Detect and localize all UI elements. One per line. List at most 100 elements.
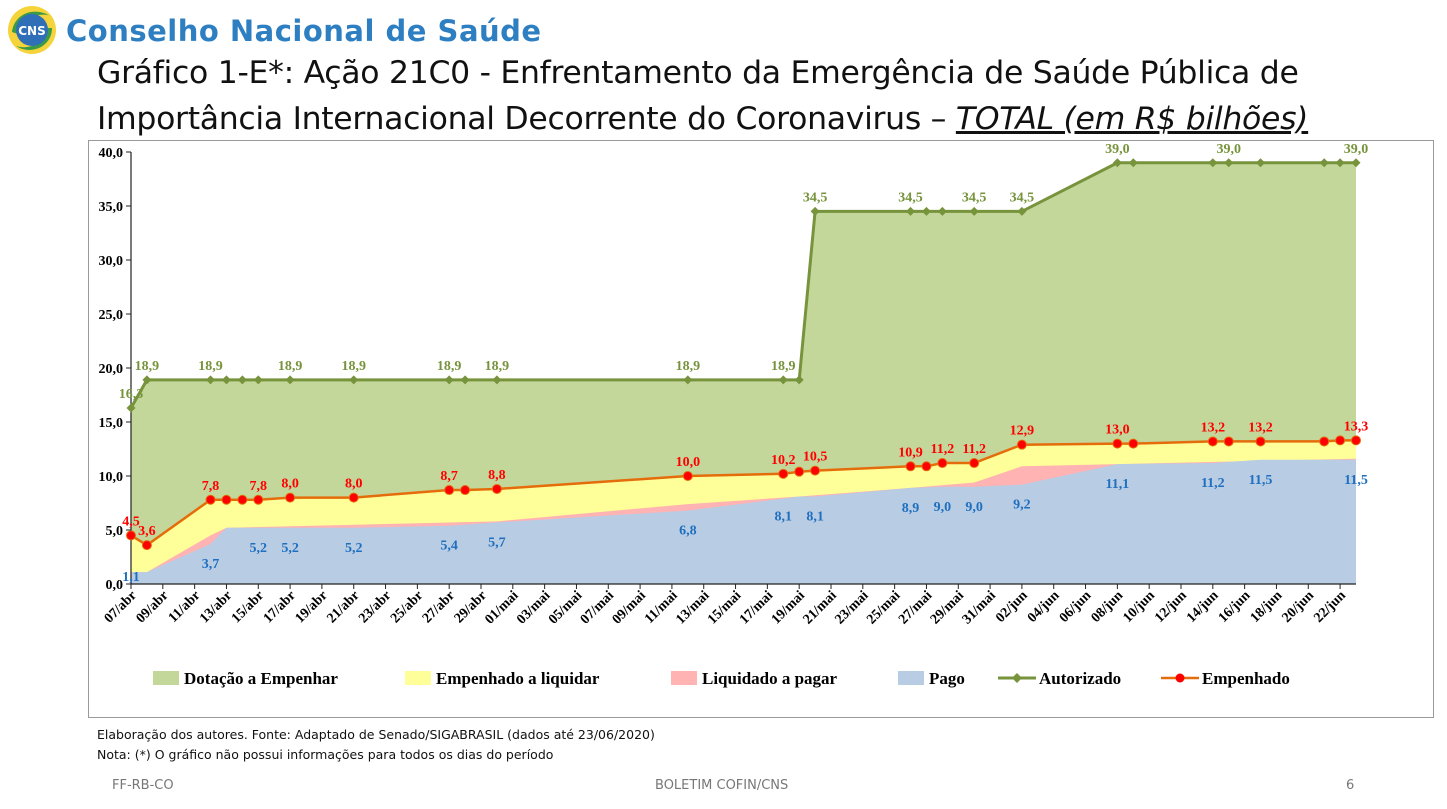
point-autorizado (1017, 206, 1027, 216)
label-empenhado: 13,0 (1105, 423, 1130, 438)
x-tick-label: 16/jun (1216, 588, 1254, 626)
x-tick-label: 08/jun (1089, 588, 1127, 626)
label-empenhado: 8,0 (345, 477, 363, 492)
x-tick-label: 09/abr (134, 588, 172, 626)
point-empenhado (810, 465, 821, 476)
label-empenhado: 8,7 (440, 469, 458, 484)
x-tick-label: 01/mai (482, 588, 521, 627)
label-empenhado: 3,6 (138, 524, 156, 539)
point-empenhado (1112, 438, 1123, 449)
x-tick-label: 29/abr (452, 588, 490, 626)
legend-marker (1012, 673, 1022, 683)
label-pago: 8,1 (806, 510, 824, 525)
title-main: Gráfico 1-E*: Ação 21C0 - Enfrentamento … (97, 55, 1299, 137)
x-tick-label: 02/jun (993, 588, 1031, 626)
y-tick-label: 35,0 (99, 200, 124, 215)
label-empenhado: 7,8 (202, 479, 220, 494)
page-number: 6 (1346, 778, 1355, 793)
page-title: Gráfico 1-E*: Ação 21C0 - Enfrentamento … (97, 50, 1427, 142)
x-tick-label: 07/mai (578, 588, 617, 627)
point-empenhado (253, 494, 264, 505)
label-autorizado: 34,5 (962, 190, 987, 205)
label-empenhado: 10,9 (898, 445, 923, 460)
x-tick-label: 04/jun (1025, 588, 1063, 626)
label-pago: 3,7 (202, 557, 220, 572)
point-empenhado (348, 492, 359, 503)
y-tick-label: 0,0 (106, 578, 124, 593)
x-tick-label: 03/mai (514, 588, 553, 627)
point-empenhado (1319, 436, 1330, 447)
x-tick-label: 29/mai (928, 588, 967, 627)
label-autorizado: 18,9 (485, 359, 510, 374)
y-tick-label: 20,0 (99, 362, 124, 377)
label-pago: 5,2 (281, 541, 299, 556)
point-empenhado (237, 494, 248, 505)
label-pago: 5,4 (440, 539, 458, 554)
label-pago: 8,1 (775, 510, 793, 525)
label-autorizado: 39,0 (1344, 142, 1369, 157)
point-autorizado (969, 206, 979, 216)
x-tick-label: 27/mai (896, 588, 935, 627)
y-tick-label: 30,0 (99, 254, 124, 269)
label-empenhado: 13,2 (1248, 420, 1273, 435)
label-pago: 1,1 (122, 570, 140, 585)
point-empenhado (1335, 435, 1346, 446)
point-empenhado (444, 485, 455, 496)
point-autorizado (237, 375, 247, 385)
point-empenhado (1223, 436, 1234, 447)
legend-label: Autorizado (1039, 669, 1121, 688)
title-highlight: TOTAL (em R$ bilhões) (955, 101, 1309, 137)
point-autorizado (285, 375, 295, 385)
label-pago: 5,7 (488, 535, 506, 550)
point-autorizado (906, 206, 916, 216)
point-autorizado (937, 206, 947, 216)
label-empenhado: 10,5 (803, 450, 828, 465)
x-tick-label: 17/mai (737, 588, 776, 627)
x-tick-label: 27/abr (420, 588, 458, 626)
label-pago: 11,5 (1344, 473, 1368, 488)
point-empenhado (491, 483, 502, 494)
point-autorizado (1112, 158, 1122, 168)
point-empenhado (126, 530, 136, 541)
point-autorizado (1319, 158, 1329, 168)
label-autorizado: 39,0 (1216, 142, 1241, 157)
x-tick-label: 15/abr (229, 588, 267, 626)
point-empenhado (921, 461, 932, 472)
point-autorizado (221, 375, 231, 385)
point-empenhado (778, 468, 789, 479)
label-pago: 9,0 (934, 500, 952, 515)
x-tick-label: 25/abr (388, 588, 426, 626)
label-autorizado: 18,9 (437, 359, 462, 374)
logo-text: CNS (18, 24, 46, 38)
source-note: Elaboração dos autores. Fonte: Adaptado … (97, 727, 655, 742)
x-tick-label: 11/abr (166, 588, 204, 626)
point-empenhado (1128, 438, 1139, 449)
label-empenhado: 8,0 (281, 477, 299, 492)
label-empenhado: 11,2 (930, 442, 954, 457)
x-tick-label: 11/mai (642, 588, 681, 627)
point-empenhado (937, 458, 948, 469)
legend-marker (1175, 673, 1185, 683)
label-empenhado: 10,2 (771, 453, 796, 468)
y-tick-label: 5,0 (106, 524, 124, 539)
point-autorizado (1128, 158, 1138, 168)
label-empenhado: 13,2 (1201, 420, 1226, 435)
point-autorizado (683, 375, 693, 385)
point-empenhado (1016, 439, 1027, 450)
point-empenhado (905, 461, 916, 472)
point-empenhado (1351, 435, 1361, 446)
chart-frame (88, 140, 1434, 718)
legend-swatch (671, 671, 697, 685)
legend-label: Liquidado a pagar (702, 669, 838, 688)
label-empenhado: 11,2 (962, 442, 986, 457)
x-tick-label: 13/mai (673, 588, 712, 627)
x-tick-label: 06/jun (1057, 588, 1095, 626)
point-autorizado (126, 403, 136, 413)
legend-label: Dotação a Empenhar (184, 669, 338, 688)
x-tick-label: 15/mai (705, 588, 744, 627)
label-empenhado: 4,5 (122, 514, 140, 529)
point-empenhado (794, 466, 805, 477)
point-empenhado (969, 458, 980, 469)
label-empenhado: 8,8 (488, 468, 506, 483)
x-tick-label: 18/jun (1248, 588, 1286, 626)
